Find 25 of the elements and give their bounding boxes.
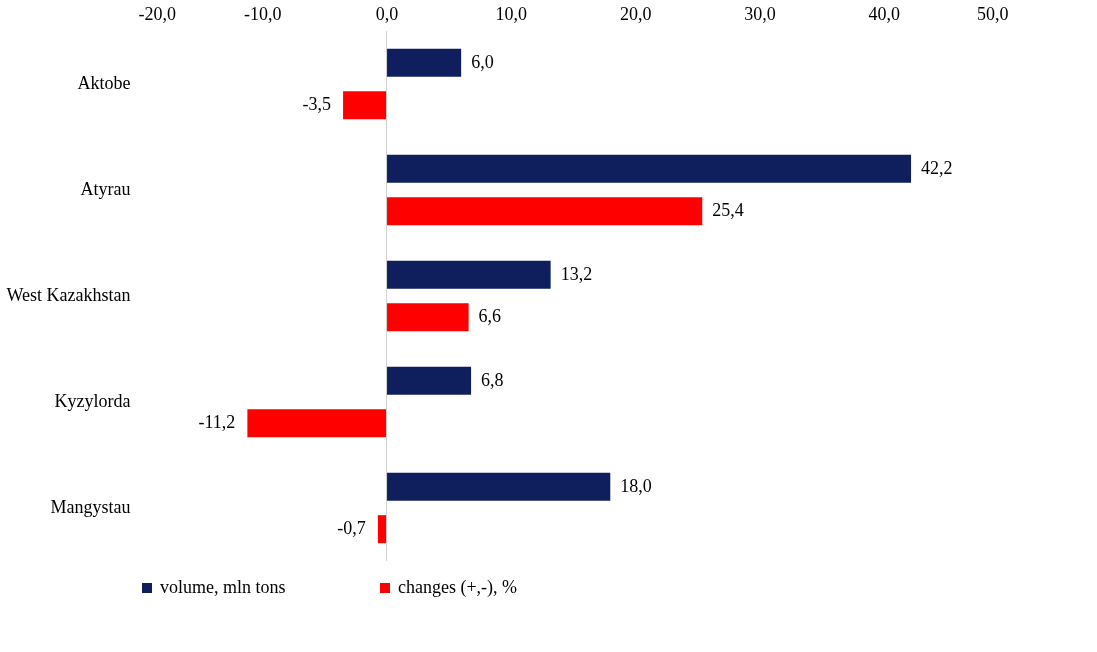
data-label: 6,0 (471, 51, 494, 72)
x-tick-label: 30,0 (744, 3, 776, 24)
y-tick-label: Mangystau (50, 497, 131, 517)
legend-label: changes (+,-), % (398, 577, 518, 598)
y-tick-label: West Kazakhstan (6, 285, 131, 305)
x-tick-label: 0,0 (375, 3, 399, 24)
x-tick-label: 10,0 (495, 3, 528, 24)
x-tick-label: -20,0 (138, 3, 176, 24)
data-label: -3,5 (302, 94, 332, 115)
x-tick-label: -10,0 (244, 3, 282, 24)
data-label: 25,4 (712, 200, 744, 221)
y-tick-label: Kyzylorda (54, 391, 131, 411)
data-label: 13,2 (560, 263, 593, 284)
data-label: 42,2 (921, 157, 953, 178)
x-tick-label: 40,0 (868, 3, 900, 24)
data-label: 6,6 (478, 306, 502, 327)
y-tick-label: Aktobe (77, 73, 131, 93)
legend-label: volume, mln tons (160, 577, 286, 597)
x-tick-label: 50,0 (977, 3, 1009, 24)
data-label: -11,2 (198, 412, 236, 433)
y-tick-label: Atyrau (80, 179, 131, 199)
x-tick-label: 20,0 (619, 3, 652, 24)
data-label: -0,7 (337, 518, 366, 539)
data-label: 6,8 (481, 369, 504, 390)
data-label: 18,0 (620, 475, 652, 496)
